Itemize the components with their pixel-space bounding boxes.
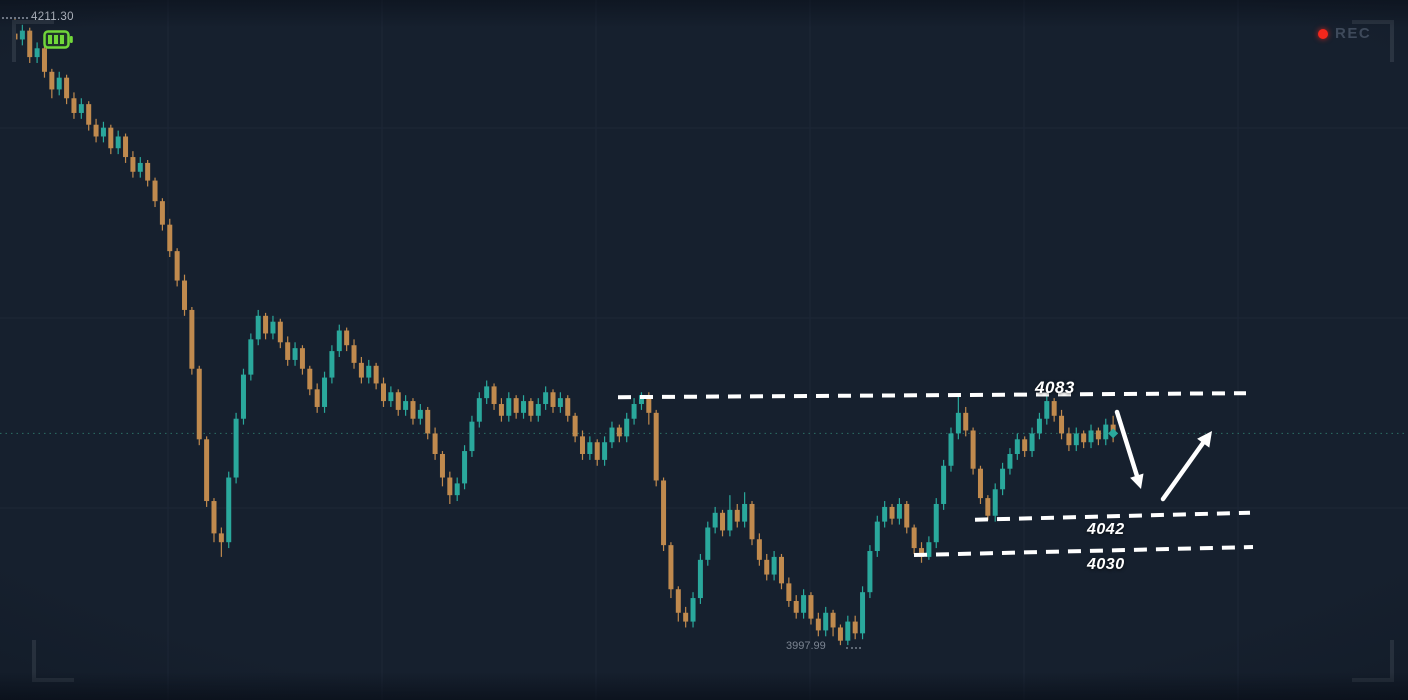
low-leader-dots: [846, 647, 861, 649]
trend-arrows[interactable]: [1114, 409, 1212, 502]
session-high-label: 4211.30: [31, 11, 74, 23]
candles-layer: [12, 18, 1116, 646]
support-mid-level-label[interactable]: 4042: [1087, 521, 1125, 538]
price-leader-dots: [2, 17, 28, 19]
rec-dot-icon: [1318, 28, 1328, 39]
last-price-marker: [1108, 428, 1119, 439]
resistance-level-label[interactable]: 4083: [1035, 378, 1075, 397]
up-arrow[interactable]: [1160, 431, 1212, 502]
rec-label: REC: [1335, 25, 1372, 42]
battery-icon: [43, 30, 73, 49]
down-arrow[interactable]: [1114, 409, 1144, 489]
session-low-label: 3997.99: [786, 640, 826, 652]
recording-indicator: REC: [1318, 25, 1371, 42]
support-low-level-label[interactable]: 4030: [1087, 556, 1125, 573]
